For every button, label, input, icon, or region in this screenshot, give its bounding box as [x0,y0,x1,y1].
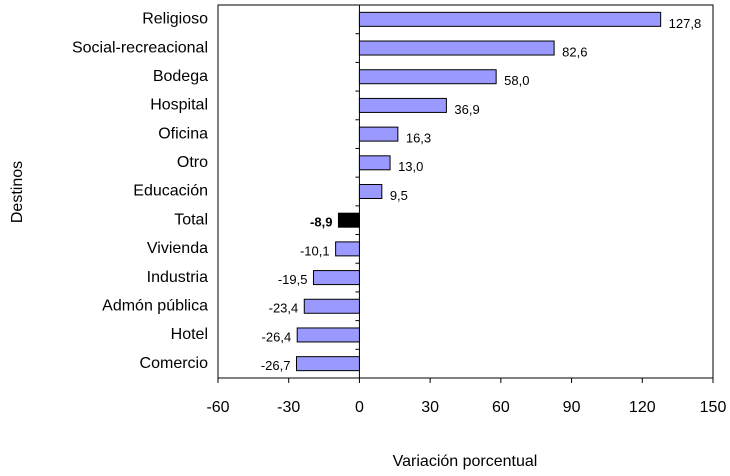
value-label: 16,3 [406,131,431,146]
x-tick-label: 60 [492,399,510,416]
bar [358,97,447,113]
value-label: 82,6 [562,44,587,59]
y-tick-label: Educación [133,183,208,200]
bar [358,69,497,85]
y-tick-label: Total [174,211,208,228]
x-tick-label: -60 [206,399,229,416]
y-tick-label: Hospital [150,97,208,114]
value-label: 58,0 [504,73,529,88]
value-label: -26,4 [262,329,292,344]
y-tick-label: Bodega [153,68,208,85]
value-label: -10,1 [300,243,330,258]
bar [303,298,360,314]
x-tick-label: 30 [421,399,439,416]
y-tick-label: Social-recreacional [72,39,208,56]
y-tick-label: Oficina [158,125,208,142]
value-label: -26,7 [261,358,291,373]
bar [358,11,662,27]
y-tick-label: Hotel [171,326,208,343]
bar [335,241,360,257]
value-label: -19,5 [278,272,308,287]
y-tick-label: Vivienda [147,240,208,257]
value-label: 13,0 [398,159,423,174]
value-label: 36,9 [454,102,479,117]
bar [337,212,360,228]
x-tick-label: 120 [629,399,656,416]
y-tick-label: Otro [177,154,208,171]
x-tick-label: -30 [277,399,300,416]
y-tick-label: Religioso [142,11,208,28]
bar [358,184,383,199]
plot-frame [217,4,714,379]
x-tick-label: 90 [563,399,581,416]
bar [358,155,391,171]
x-tick-label: 150 [700,399,727,416]
y-tick-label: Admón pública [102,297,208,314]
bar [312,270,360,286]
value-label: -8,9 [310,215,332,230]
value-label: 9,5 [390,188,408,203]
bar [296,327,360,343]
bar [358,40,555,56]
x-axis-label: Variación porcentual [393,453,538,470]
value-label: 127,8 [669,16,702,31]
bar [358,126,399,142]
bar [295,356,360,372]
value-label: -23,4 [269,301,299,316]
y-tick-label: Industria [147,269,208,286]
y-axis-label: Destinos [9,161,26,223]
x-tick-label: 0 [355,399,364,416]
y-tick-label: Comercio [140,355,209,372]
